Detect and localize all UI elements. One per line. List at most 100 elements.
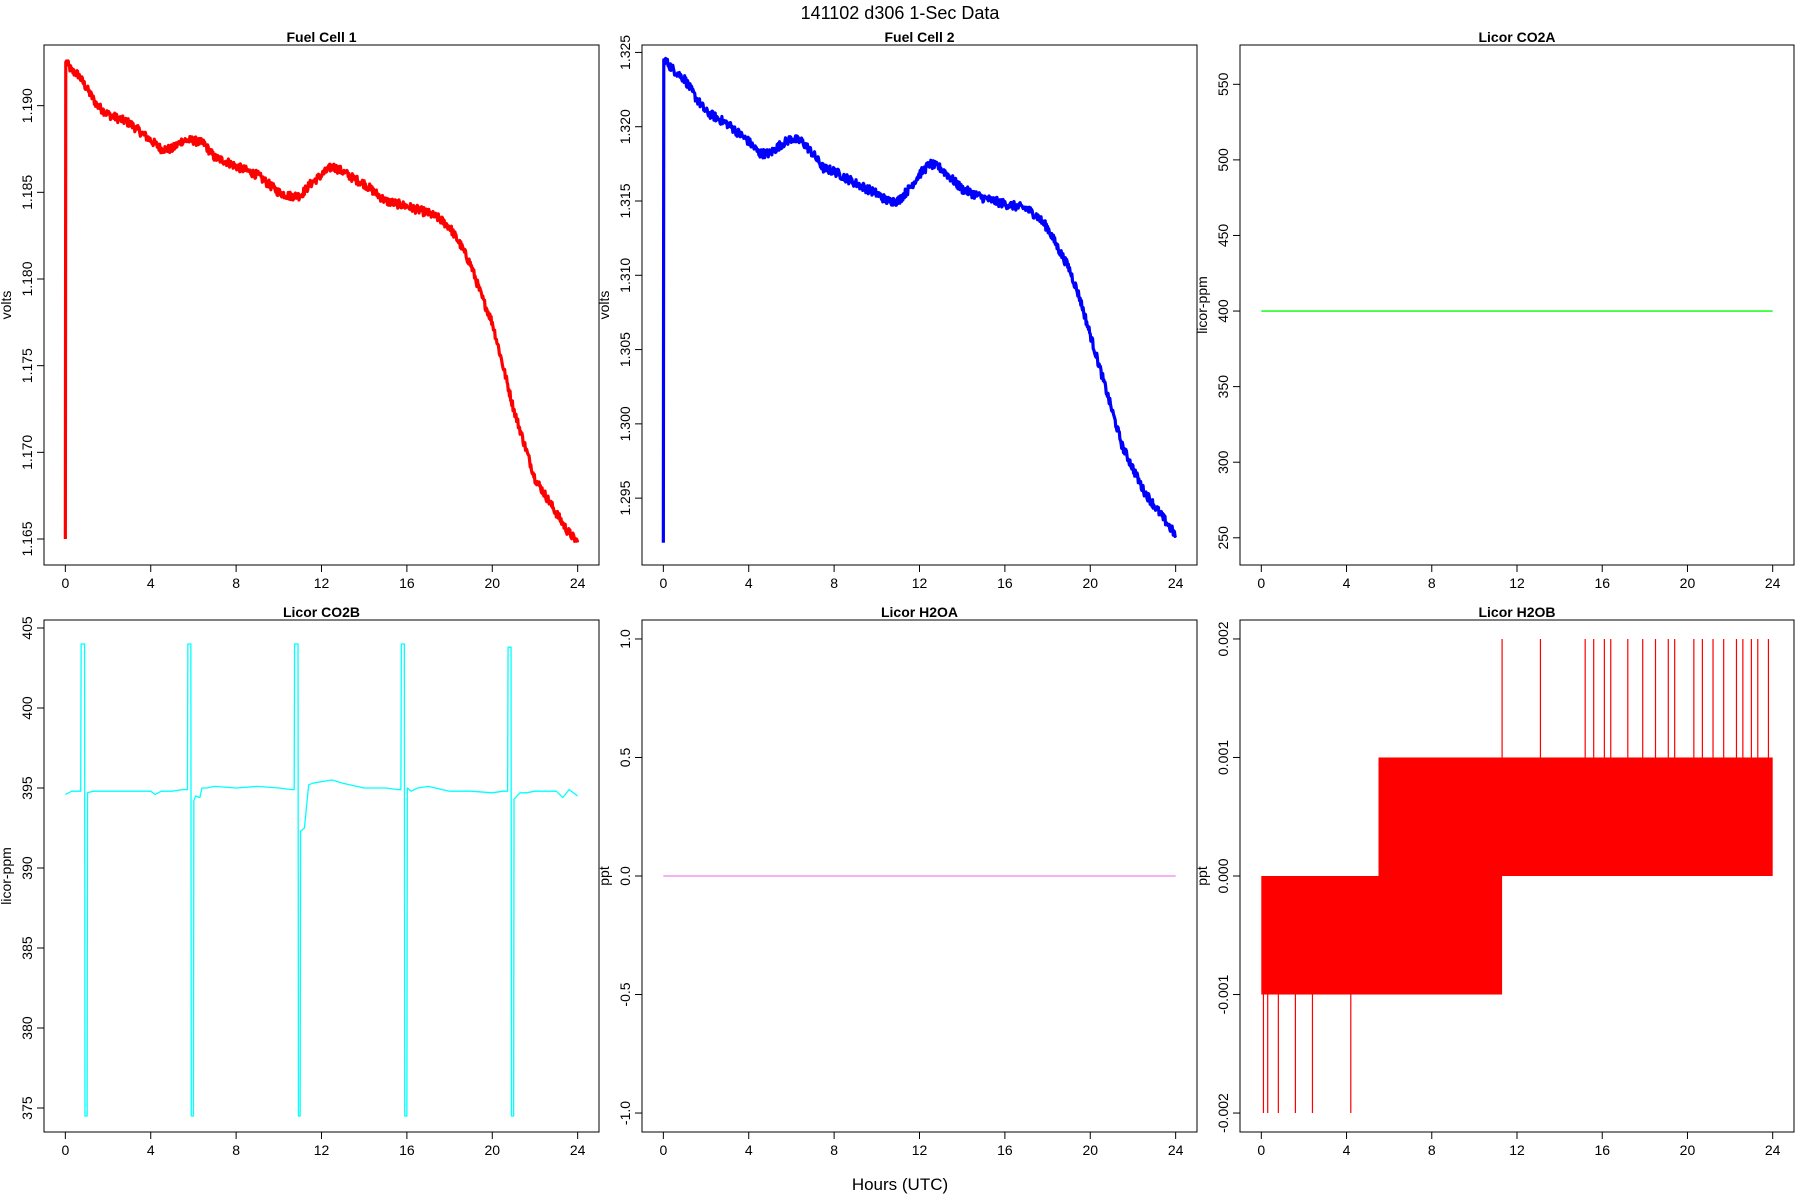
x-tick-label: 0 (659, 575, 667, 591)
x-tick-label: 16 (1594, 575, 1610, 591)
y-tick-label: -0.002 (1215, 1093, 1231, 1133)
x-tick-label: 4 (147, 575, 155, 591)
x-tick-label: 20 (1680, 575, 1696, 591)
y-tick-label: 1.320 (617, 109, 633, 144)
y-axis-label: licor-ppm (1194, 276, 1210, 334)
plot-frame (1239, 619, 1795, 1133)
y-tick-label: 1.305 (617, 332, 633, 367)
y-tick-label: 300 (1215, 450, 1231, 474)
x-tick-label: 12 (1509, 575, 1525, 591)
panel-5: Licor H2OA ppt 0 4 8 12 16 20 24 -1.0 -0.5 0.0 0.5 1.… (596, 604, 1198, 1158)
x-tick-label: 24 (1765, 1142, 1781, 1158)
x-tick-label: 0 (61, 1142, 69, 1158)
panel-4: Licor CO2B licor-ppm 0 4 8 12 16 20 24 375 380 385 3… (0, 604, 600, 1158)
y-axis-label: licor-ppm (0, 847, 14, 905)
y-tick-label: 390 (19, 856, 35, 880)
x-tick-label: 20 (484, 1142, 500, 1158)
y-axis-label: ppt (1194, 866, 1210, 886)
y-tick-label: 0.0 (617, 866, 633, 886)
y-tick-label: 450 (1215, 224, 1231, 248)
panel-title: Licor H2OA (881, 604, 958, 620)
panel-3: Licor CO2A licor-ppm 0 4 8 12 16 20 24 250 300 350 4… (1194, 29, 1795, 591)
x-tick-label: 12 (1509, 1142, 1525, 1158)
x-tick-label: 12 (314, 575, 330, 591)
y-tick-label: 0.002 (1215, 621, 1231, 656)
x-tick-label: 4 (147, 1142, 155, 1158)
x-tick-label: 24 (570, 575, 586, 591)
y-tick-label: 1.310 (617, 258, 633, 293)
panels: Fuel Cell 1 volts 0 4 8 12 16 20 24 1.165 1.170 1.1… (0, 29, 1795, 1158)
x-tick-label: 12 (314, 1142, 330, 1158)
x-tick-label: 16 (1594, 1142, 1610, 1158)
x-tick-label: 0 (659, 1142, 667, 1158)
x-tick-label: 20 (1680, 1142, 1696, 1158)
x-tick-label: 4 (1343, 575, 1351, 591)
y-tick-label: 1.315 (617, 183, 633, 218)
x-tick-label: 24 (1168, 1142, 1184, 1158)
y-tick-label: 405 (19, 616, 35, 640)
plot-frame (641, 44, 1198, 566)
x-tick-label: 0 (1257, 575, 1265, 591)
plot-area (661, 56, 1178, 543)
panel-title: Licor CO2B (283, 604, 360, 620)
y-tick-label: 0.000 (1215, 858, 1231, 893)
x-tick-label: 0 (1257, 1142, 1265, 1158)
y-tick-label: 250 (1215, 526, 1231, 550)
plot-frame (641, 619, 1198, 1133)
x-tick-label: 20 (484, 575, 500, 591)
y-tick-label: 0.001 (1215, 740, 1231, 775)
panel-1: Fuel Cell 1 volts 0 4 8 12 16 20 24 1.165 1.170 1.1… (0, 29, 600, 591)
series-line (65, 643, 579, 1117)
data-band (1261, 876, 1503, 995)
y-tick-label: 400 (1215, 299, 1231, 323)
x-tick-label: 4 (1343, 1142, 1351, 1158)
y-tick-label: 1.180 (19, 261, 35, 296)
y-tick-label: 500 (1215, 148, 1231, 172)
y-tick-label: 1.300 (617, 406, 633, 441)
panel-6: Licor H2OB ppt 0 4 8 12 16 20 24 -0.002 -0.001 0.00… (1194, 604, 1795, 1158)
x-tick-label: 4 (745, 1142, 753, 1158)
plot-frame (43, 44, 600, 566)
data-band (1378, 757, 1773, 876)
y-tick-label: 1.0 (617, 629, 633, 649)
x-tick-label: 8 (1428, 1142, 1436, 1158)
x-tick-label: 8 (232, 575, 240, 591)
panel-title: Fuel Cell 2 (884, 29, 954, 45)
y-tick-label: 1.295 (617, 480, 633, 515)
x-tick-label: 4 (745, 575, 753, 591)
y-tick-label: 375 (19, 1096, 35, 1120)
x-tick-label: 12 (912, 575, 928, 591)
plot-area (65, 643, 579, 1117)
y-tick-label: 1.185 (19, 175, 35, 210)
x-tick-label: 12 (912, 1142, 928, 1158)
y-tick-label: 1.165 (19, 521, 35, 556)
y-tick-label: 1.175 (19, 348, 35, 383)
y-axis-label: ppt (596, 866, 612, 886)
y-tick-label: 400 (19, 696, 35, 720)
panel-2: Fuel Cell 2 volts 0 4 8 12 16 20 24 1.295 1.300 1.3… (596, 29, 1198, 591)
figure-title: 141102 d306 1-Sec Data (801, 3, 1001, 23)
x-tick-label: 20 (1082, 575, 1098, 591)
x-tick-label: 24 (1765, 575, 1781, 591)
y-tick-label: 1.170 (19, 435, 35, 470)
y-axis-label: volts (0, 291, 14, 320)
y-tick-label: 385 (19, 936, 35, 960)
plot-area (63, 59, 580, 544)
x-tick-label: 24 (1168, 575, 1184, 591)
figure-xlabel: Hours (UTC) (852, 1175, 948, 1194)
x-tick-label: 8 (830, 1142, 838, 1158)
y-tick-label: 350 (1215, 375, 1231, 399)
panel-title: Fuel Cell 1 (286, 29, 356, 45)
plot-frame (1239, 44, 1795, 566)
plot-area (1261, 638, 1773, 1114)
plot-frame (43, 619, 600, 1133)
series-line (63, 59, 580, 544)
x-tick-label: 16 (399, 575, 415, 591)
y-tick-label: -1.0 (617, 1101, 633, 1125)
panel-title: Licor H2OB (1478, 604, 1555, 620)
x-tick-label: 24 (570, 1142, 586, 1158)
y-tick-label: -0.5 (617, 982, 633, 1006)
panel-title: Licor CO2A (1478, 29, 1555, 45)
x-tick-label: 16 (399, 1142, 415, 1158)
y-tick-label: 550 (1215, 72, 1231, 96)
